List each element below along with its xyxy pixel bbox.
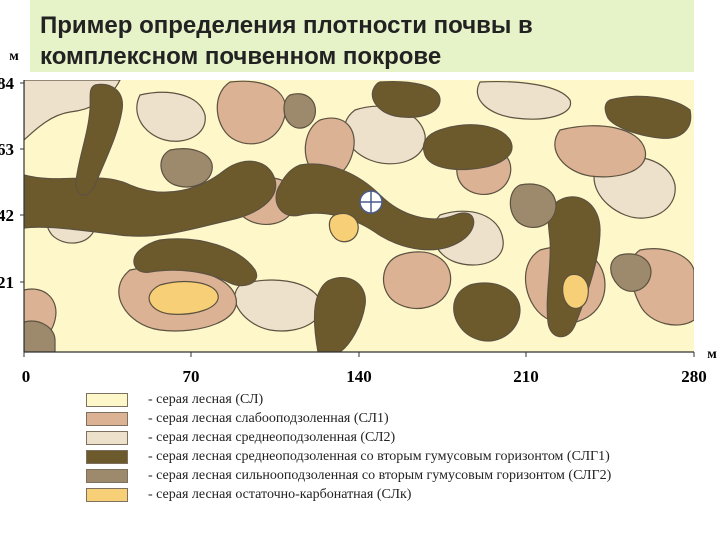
soil-zone-slg1: [75, 83, 123, 196]
legend-swatch: [86, 392, 128, 407]
legend-swatch: [86, 449, 128, 464]
x-tick-label: 280: [681, 367, 707, 386]
legend-item: - серая лесная (СЛ): [86, 390, 686, 409]
x-tick: 210: [513, 352, 539, 386]
y-tick-label: 42: [0, 206, 14, 225]
x-axis-unit: м: [707, 347, 717, 362]
y-tick: 84: [0, 74, 24, 93]
x-tick-label: 70: [183, 367, 200, 386]
soil-map: м 84 63 42 21 м 0 70 140 210 280: [0, 49, 717, 386]
legend-item: - серая лесная среднеоподзоленная (СЛ2): [86, 428, 686, 447]
soil-zone-slk: [562, 273, 589, 309]
y-axis-unit: м: [9, 49, 19, 64]
x-tick: 0: [22, 352, 31, 386]
soil-zone-slg1: [313, 277, 366, 352]
soil-zone-sl1: [554, 125, 647, 178]
legend-item: - серая лесная сильнооподзоленная со вто…: [86, 466, 686, 485]
soil-zone-slg2: [24, 320, 56, 352]
soil-zone-slg2: [283, 93, 317, 129]
soil-zone-slk: [328, 212, 359, 243]
soil-zone-sl2: [234, 279, 322, 332]
legend-swatch: [86, 411, 128, 426]
legend-label: - серая лесная остаточно-карбонатная (СЛ…: [148, 486, 412, 502]
soil-zone-slg2: [610, 253, 652, 292]
legend-item: - серая лесная слабооподзоленная (СЛ1): [86, 409, 686, 428]
map-legend: - серая лесная (СЛ) - серая лесная слабо…: [86, 390, 686, 504]
soil-zone-slg1: [604, 95, 692, 139]
soil-zone-sl2: [476, 81, 572, 120]
y-tick: 63: [0, 140, 24, 159]
soil-zone-sl1: [216, 80, 287, 145]
soil-zone-slk: [148, 280, 219, 315]
title-box: Пример определения плотности почвы в ком…: [30, 0, 694, 72]
soil-zone-slg2: [160, 148, 213, 188]
x-tick-label: 140: [346, 367, 372, 386]
legend-item: - серая лесная среднеоподзоленная со вто…: [86, 447, 686, 466]
crosshair-circle-icon: [359, 190, 383, 214]
legend-label: - серая лесная слабооподзоленная (СЛ1): [148, 410, 389, 426]
x-tick: 140: [346, 352, 372, 386]
legend-label: - серая лесная среднеоподзоленная (СЛ2): [148, 429, 396, 445]
soil-zone-sl1: [382, 251, 452, 310]
x-tick: 70: [183, 352, 200, 386]
y-tick-label: 63: [0, 140, 14, 159]
soil-zone-sl2: [136, 91, 206, 142]
x-tick: 280: [681, 352, 707, 386]
legend-label: - серая лесная сильнооподзоленная со вто…: [148, 467, 612, 483]
x-tick-label: 0: [22, 367, 31, 386]
page-title-line-2: комплексном почвенном покрове: [40, 43, 442, 70]
soil-zone-slg1: [133, 238, 258, 287]
soil-zone-slg2: [509, 183, 557, 229]
y-tick: 21: [0, 273, 24, 292]
y-tick: 42: [0, 206, 24, 225]
soil-zone-slg1: [453, 282, 521, 342]
legend-item: - серая лесная остаточно-карбонатная (СЛ…: [86, 485, 686, 504]
legend-label: - серая лесная среднеоподзоленная со вто…: [148, 448, 610, 464]
y-tick-label: 21: [0, 273, 14, 292]
y-tick-label: 84: [0, 74, 15, 93]
legend-label: - серая лесная (СЛ): [148, 391, 264, 407]
soil-zone-slg1: [371, 80, 441, 118]
legend-swatch: [86, 430, 128, 445]
legend-swatch: [86, 487, 128, 502]
legend-swatch: [86, 468, 128, 483]
x-tick-label: 210: [513, 367, 539, 386]
soil-zone-slg1: [422, 124, 513, 171]
page-title-line-1: Пример определения плотности почвы в: [40, 12, 533, 39]
soil-zone-slg1: [546, 196, 601, 338]
